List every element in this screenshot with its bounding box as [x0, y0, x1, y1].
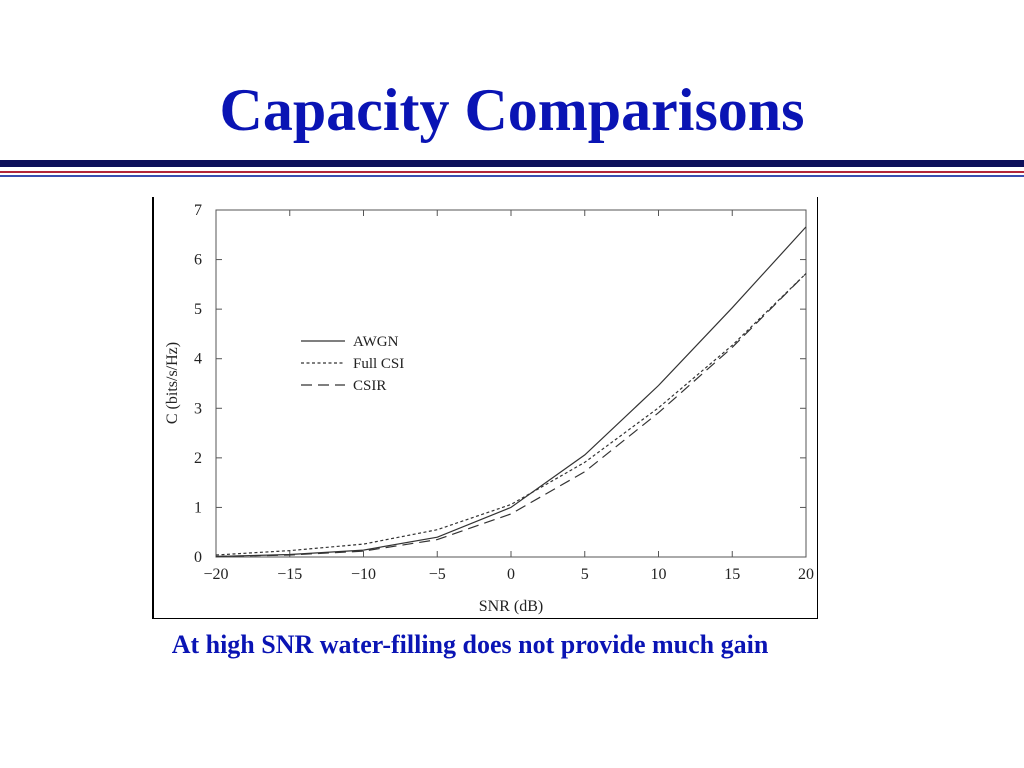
title-rule-blue: [0, 175, 1024, 177]
x-tick-label: 5: [581, 566, 589, 583]
axis-tick-labels: −20 −15 −10 −5 0 5 10 15 20 0 1 2 3 4 5 6 7: [194, 202, 814, 583]
y-axis-label: C (bits/s/Hz): [164, 342, 181, 424]
y-tick-label: 5: [194, 301, 202, 318]
capacity-chart: −20 −15 −10 −5 0 5 10 15 20 0 1 2 3 4 5 6 7 SNR (dB) C (…: [164, 202, 814, 615]
title-rule-navy: [0, 160, 1024, 167]
legend-label: CSIR: [353, 378, 386, 394]
chart-figure: −20 −15 −10 −5 0 5 10 15 20 0 1 2 3 4 5 6 7 SNR (dB) C (…: [152, 197, 818, 619]
legend-label: AWGN: [353, 334, 399, 350]
x-tick-label: −5: [429, 566, 446, 583]
series-line-csir: [215, 273, 807, 558]
x-tick-label: 20: [798, 566, 814, 583]
slide-title: Capacity Comparisons: [219, 77, 805, 143]
x-tick-label: 0: [507, 566, 515, 583]
y-tick-label: 4: [194, 351, 202, 368]
y-tick-label: 7: [194, 202, 202, 219]
y-tick-label: 3: [194, 400, 202, 417]
series-line-awgn: [215, 226, 807, 558]
y-tick-label: 1: [194, 499, 202, 516]
x-tick-label: 10: [651, 566, 667, 583]
axis-ticks: [215, 209, 807, 558]
y-tick-label: 0: [194, 549, 202, 566]
y-tick-label: 2: [194, 450, 202, 467]
y-tick-label: 6: [194, 252, 202, 269]
legend-label: Full CSI: [353, 356, 404, 372]
series-line-full-csi: [215, 273, 807, 556]
title-rule-red: [0, 171, 1024, 173]
slide-caption: At high SNR water-filling does not provi…: [171, 630, 769, 659]
x-axis-label: SNR (dB): [479, 598, 543, 615]
plot-frame: [215, 209, 807, 558]
chart-legend: AWGN Full CSI CSIR: [301, 334, 404, 394]
x-tick-label: 15: [724, 566, 740, 583]
x-tick-label: −20: [203, 566, 228, 583]
series-lines: [215, 226, 807, 558]
x-tick-label: −15: [277, 566, 302, 583]
x-tick-label: −10: [351, 566, 376, 583]
